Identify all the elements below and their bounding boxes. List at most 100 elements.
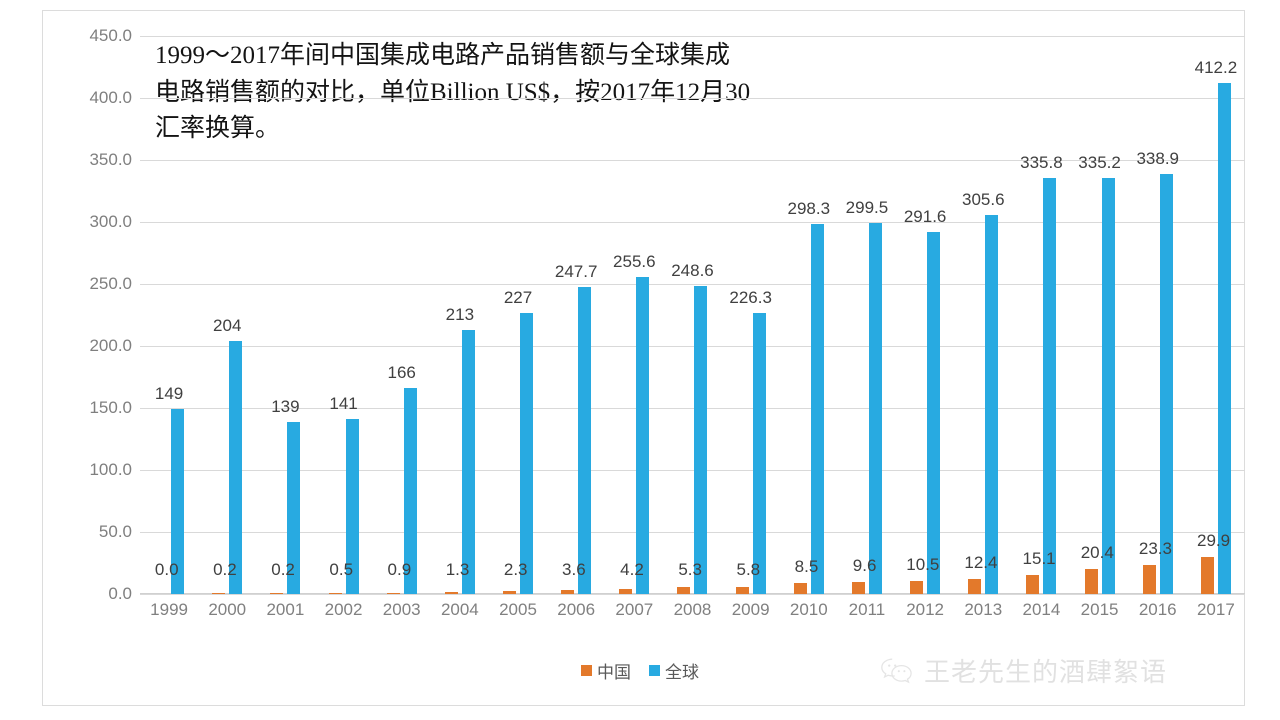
y-axis-tick-label: 400.0: [89, 88, 132, 107]
bar-global[interactable]: [694, 285, 708, 594]
bar-global[interactable]: [636, 277, 650, 594]
data-label-china: 4.2: [620, 560, 644, 579]
gridline: [140, 284, 1245, 285]
bar-china[interactable]: [619, 588, 633, 594]
legend-swatch: [581, 665, 592, 676]
y-axis-tick-label: 0.0: [108, 584, 132, 603]
data-label-global: 166: [387, 363, 416, 383]
data-label-china: 0.0: [154, 560, 179, 579]
bar-global[interactable]: [1101, 178, 1115, 594]
bar-group: 226.3 5.8: [722, 36, 780, 594]
x-axis-tick-label: 2007: [615, 600, 654, 619]
legend-label: 中国: [597, 663, 631, 682]
data-label-global: 338.9: [1136, 148, 1180, 168]
data-label-global: 204: [213, 316, 242, 336]
bar-china[interactable]: [1026, 575, 1040, 594]
bar-global[interactable]: [927, 232, 941, 594]
y-axis-tick-label: 100.0: [89, 460, 132, 479]
bar-global[interactable]: [1159, 173, 1173, 594]
legend-item[interactable]: 中国: [581, 658, 631, 683]
bar-group: 335.2 20.4: [1071, 36, 1129, 594]
bar-china[interactable]: [386, 592, 400, 594]
data-label-global: 247.7: [554, 261, 598, 281]
bar-group: 204 0.2: [198, 36, 256, 594]
bar-china[interactable]: [968, 578, 982, 594]
data-label-china: 23.3: [1138, 539, 1172, 559]
bar-global[interactable]: [520, 312, 534, 594]
x-axis-tick-label: 2004: [440, 600, 479, 619]
gridline: [140, 532, 1245, 533]
data-label-global: 305.6: [961, 190, 1005, 210]
bar-global[interactable]: [810, 224, 824, 594]
x-axis-tick-label: 2001: [266, 600, 305, 619]
x-axis-tick-label: 2012: [906, 600, 945, 619]
watermark-text: 王老先生的酒肆絮语: [924, 658, 1168, 687]
chart-legend: 中国 全球: [0, 658, 1280, 683]
bar-group: 412.2 29.9: [1187, 36, 1245, 594]
legend-item[interactable]: 全球: [649, 658, 699, 683]
x-axis-tick-label: 2009: [731, 600, 770, 619]
bar-group: 298.3 8.5: [780, 36, 838, 594]
bar-global[interactable]: [1217, 82, 1231, 594]
x-axis-tick-label: 2008: [673, 600, 712, 619]
bar-global[interactable]: [461, 329, 475, 594]
data-label-global: 299.5: [845, 197, 889, 217]
data-label-global: 291.6: [903, 207, 947, 227]
data-label-global: 298.3: [787, 199, 831, 219]
bar-group: 338.9 23.3: [1129, 36, 1187, 594]
bar-global[interactable]: [403, 388, 417, 594]
bar-global[interactable]: [287, 421, 301, 594]
axis-baseline: [140, 593, 1245, 594]
bar-china[interactable]: [735, 586, 749, 594]
x-axis-tick-label: 2013: [964, 600, 1003, 619]
data-label-global: 213: [445, 304, 475, 324]
x-axis-tick-label: 2014: [1022, 600, 1061, 619]
bar-global[interactable]: [345, 419, 359, 594]
bar-global[interactable]: [868, 222, 882, 594]
x-axis-tick-label: 2002: [324, 600, 363, 619]
bar-global[interactable]: [752, 313, 766, 594]
data-label-global: 335.8: [1020, 152, 1063, 172]
data-label-china: 5.3: [678, 560, 702, 579]
bar-group: 248.6 5.3: [663, 36, 721, 594]
bar-global[interactable]: [578, 286, 592, 594]
bar-group: 305.6 12.4: [954, 36, 1012, 594]
data-label-china: 29.9: [1197, 530, 1231, 550]
bar-global[interactable]: [1043, 177, 1057, 594]
plot-area: 450.0 400.0 350.0 300.0 250.0 200.0 150.0 100.0…: [89, 26, 1245, 603]
data-label-global: 412.2: [1194, 57, 1238, 77]
bar-china[interactable]: [212, 592, 226, 594]
x-axis-tick-label: 1999: [150, 600, 188, 619]
gridline: [140, 470, 1245, 471]
gridline: [140, 36, 1245, 37]
bar-china[interactable]: [851, 582, 865, 594]
data-label-china: 15.1: [1022, 549, 1056, 569]
x-axis-tick-label: 2010: [789, 600, 828, 619]
x-axis-labels: 1999 2000 2001 2002 2003 2004 2005 2006 2007 2008…: [140, 600, 1245, 630]
bar-china[interactable]: [1200, 556, 1214, 594]
bar-group: 291.6 10.5: [896, 36, 954, 594]
bar-china[interactable]: [1084, 568, 1098, 594]
data-label-china: 20.4: [1080, 542, 1114, 562]
data-label-china: 0.9: [387, 560, 412, 579]
bar-china[interactable]: [270, 592, 284, 594]
bar-group: 139 0.2: [256, 36, 314, 594]
bar-china[interactable]: [793, 583, 807, 594]
bar-group: 213 1.3: [431, 36, 489, 594]
bar-china[interactable]: [503, 591, 517, 594]
bar-china[interactable]: [677, 587, 691, 594]
data-label-global: 255.6: [613, 252, 656, 272]
bar-china[interactable]: [328, 592, 342, 594]
bar-series-container: 149 0.0 204 0.2 139 0.2 141 0.5 166 0.9 213 1.3 227 2…: [140, 36, 1245, 594]
bar-china[interactable]: [1142, 565, 1156, 594]
bar-china[interactable]: [561, 589, 575, 594]
bar-global[interactable]: [985, 215, 999, 594]
bar-global[interactable]: [229, 341, 243, 594]
bar-group: 247.7 3.6: [547, 36, 605, 594]
bar-group: 227 2.3: [489, 36, 547, 594]
bar-global[interactable]: [171, 409, 185, 594]
bar-china[interactable]: [444, 592, 458, 594]
y-axis-tick-label: 350.0: [89, 150, 132, 169]
bar-china[interactable]: [910, 580, 924, 594]
